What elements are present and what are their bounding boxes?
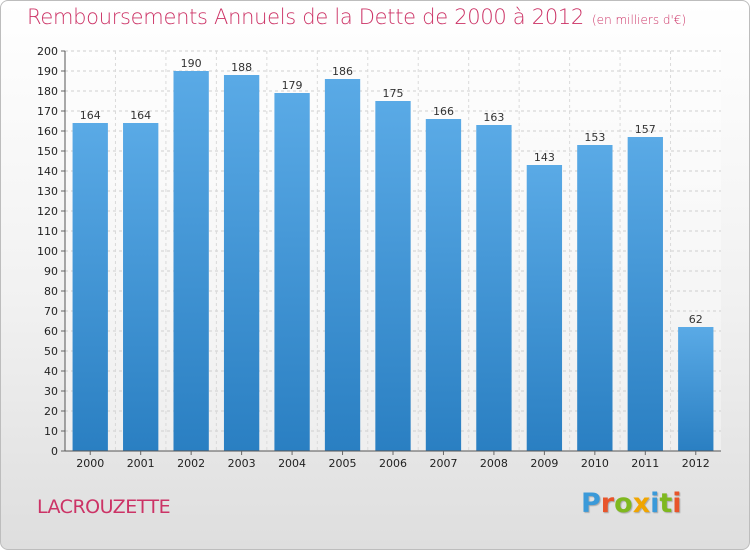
bar-value-label: 164 <box>130 109 151 122</box>
x-tick-label: 2006 <box>379 457 407 470</box>
bar-value-label: 175 <box>383 87 404 100</box>
x-tick-label: 2005 <box>329 457 357 470</box>
chart-subtitle: (en milliers d'€) <box>592 13 687 27</box>
bar <box>123 123 159 451</box>
y-tick-label: 170 <box>37 105 58 118</box>
logo-letter: i <box>650 488 660 519</box>
bar-value-label: 62 <box>689 313 703 326</box>
y-tick-label: 80 <box>44 285 58 298</box>
y-tick-label: 110 <box>37 225 58 238</box>
bar-value-label: 190 <box>181 57 202 70</box>
axes <box>61 50 721 455</box>
bar-value-label: 163 <box>483 111 504 124</box>
x-tick-label: 2010 <box>581 457 609 470</box>
bar-value-label: 143 <box>534 151 555 164</box>
bar <box>678 327 714 451</box>
bar <box>274 93 310 451</box>
y-tick-label: 150 <box>37 145 58 158</box>
bar-value-label: 179 <box>282 79 303 92</box>
x-tick-label: 2009 <box>530 457 558 470</box>
bar-value-label: 188 <box>231 61 252 74</box>
chart-title-text: Remboursements Annuels de la Dette de 20… <box>27 5 584 29</box>
bar <box>627 137 663 451</box>
x-tick-label: 2012 <box>682 457 710 470</box>
y-tick-label: 50 <box>44 345 58 358</box>
city-name: LACROUZETTE <box>37 496 171 518</box>
y-tick-label: 140 <box>37 165 58 178</box>
y-tick-label: 180 <box>37 85 58 98</box>
y-tick-label: 30 <box>44 385 58 398</box>
y-tick-label: 100 <box>37 245 58 258</box>
y-tick-label: 120 <box>37 205 58 218</box>
x-tick-label: 2000 <box>76 457 104 470</box>
logo-letter: x <box>632 488 651 519</box>
bar <box>223 75 260 451</box>
bar-value-label: 153 <box>584 131 605 144</box>
y-tick-label: 0 <box>51 445 58 458</box>
x-tick-label: 2003 <box>228 457 256 470</box>
bar <box>72 123 108 451</box>
chart-title: Remboursements Annuels de la Dette de 20… <box>27 5 686 29</box>
y-tick-label: 20 <box>44 405 58 418</box>
logo-letter: r <box>600 488 615 519</box>
y-tick-label: 60 <box>44 325 58 338</box>
y-tick-label: 190 <box>37 65 58 78</box>
x-tick-label: 2008 <box>480 457 508 470</box>
x-tick-label: 2001 <box>127 457 155 470</box>
bar-value-label: 164 <box>80 109 101 122</box>
bar <box>375 101 411 451</box>
logo-letter: P <box>581 488 601 519</box>
logo-letter: o <box>614 488 633 519</box>
bar <box>526 165 563 451</box>
bar <box>476 125 512 451</box>
y-tick-label: 10 <box>44 425 58 438</box>
bar <box>425 119 462 451</box>
y-tick-label: 130 <box>37 185 58 198</box>
logo-letter: i <box>672 488 682 519</box>
bar <box>324 79 361 451</box>
bar <box>577 145 613 451</box>
bar-value-label: 157 <box>635 123 656 136</box>
bar-value-label: 186 <box>332 65 353 78</box>
bar-value-label: 166 <box>433 105 454 118</box>
y-tick-label: 40 <box>44 365 58 378</box>
bars <box>72 71 714 451</box>
y-tick-label: 160 <box>37 125 58 138</box>
logo-letter: t <box>659 488 673 519</box>
y-tick-label: 90 <box>44 265 58 278</box>
x-tick-label: 2011 <box>631 457 659 470</box>
proxiti-logo: Proxiti <box>581 488 682 519</box>
x-tick-label: 2007 <box>429 457 457 470</box>
y-tick-label: 70 <box>44 305 58 318</box>
labels: 0 10 20 30 40 50 60 70 80 90 100 110 120 130 140 150 160… <box>37 45 710 470</box>
bar <box>173 71 209 451</box>
x-tick-label: 2002 <box>177 457 205 470</box>
y-tick-label: 200 <box>37 45 58 58</box>
x-tick-label: 2004 <box>278 457 306 470</box>
